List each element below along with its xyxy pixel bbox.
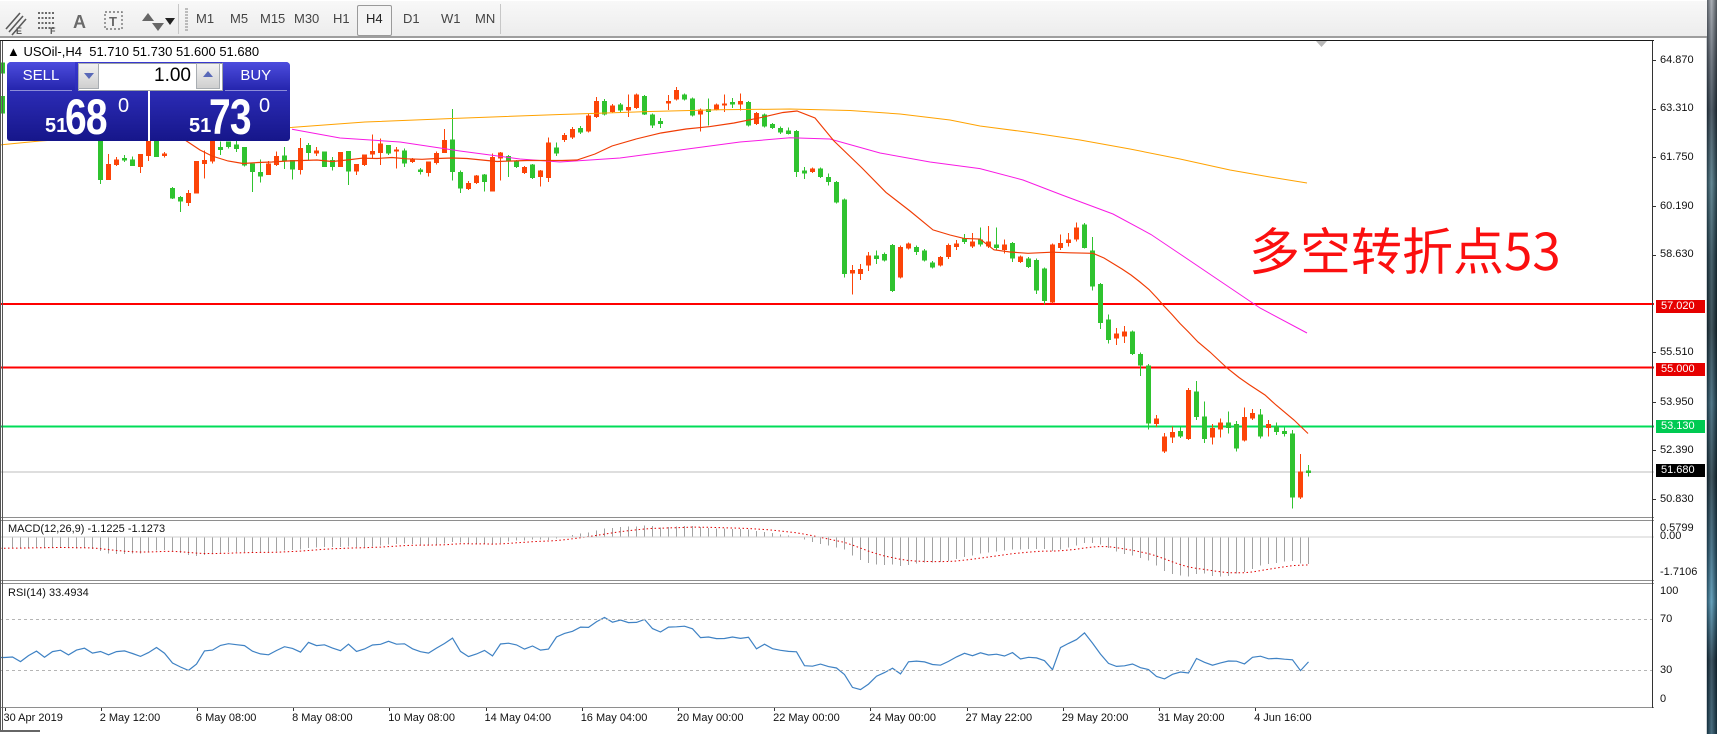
svg-text:E: E — [16, 26, 22, 36]
svg-text:A: A — [73, 12, 86, 32]
svg-text:F: F — [50, 26, 56, 36]
svg-text:T: T — [109, 14, 117, 29]
